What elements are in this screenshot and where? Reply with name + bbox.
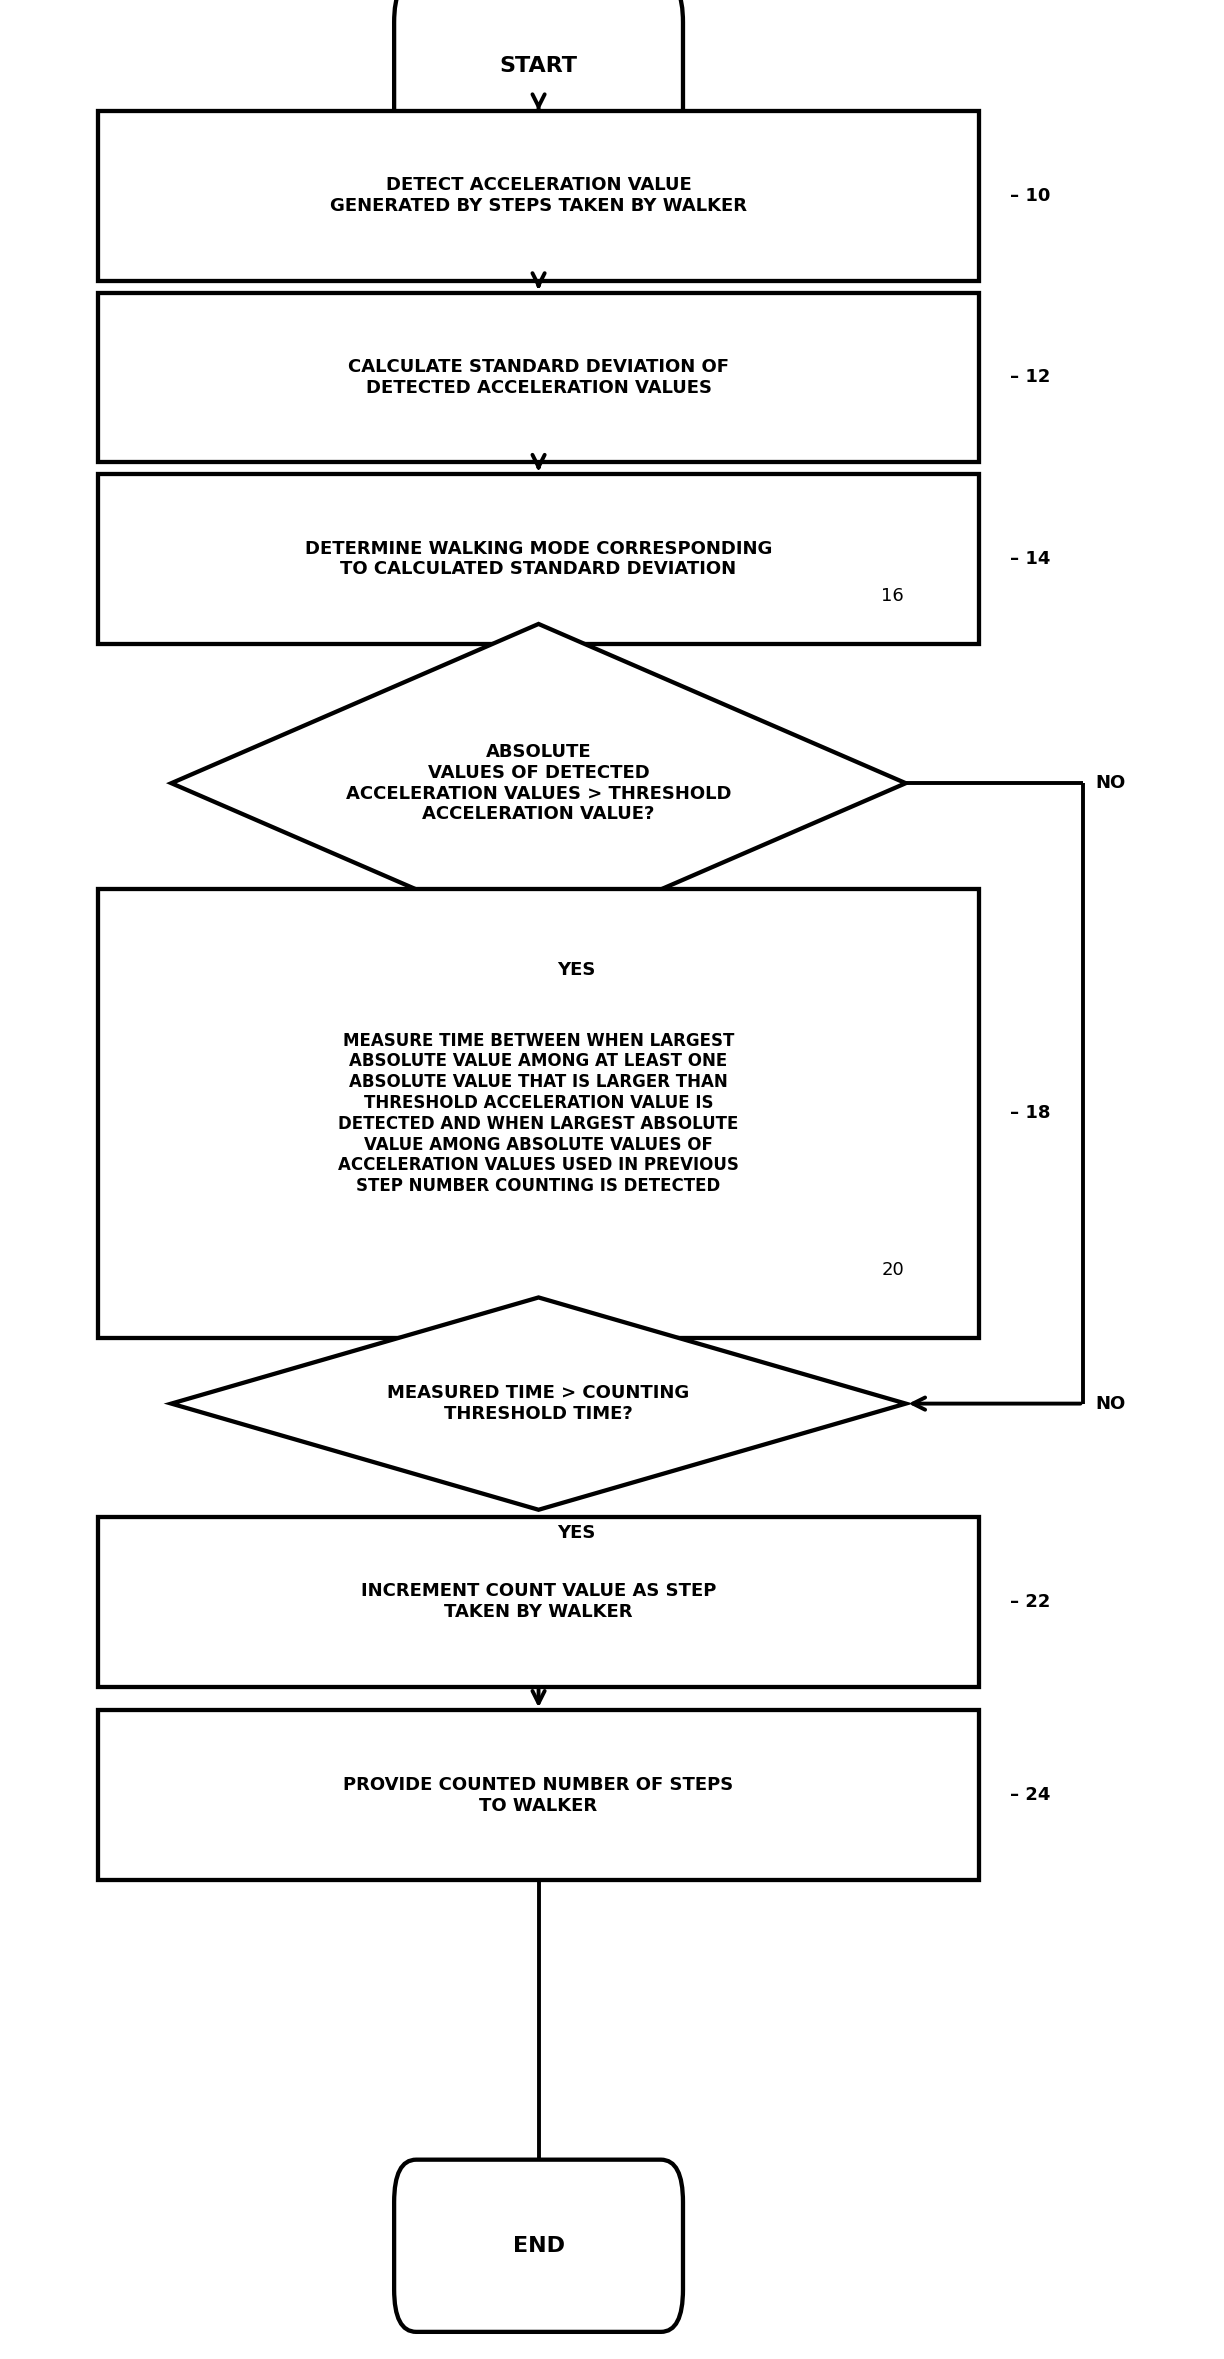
Text: PROVIDE COUNTED NUMBER OF STEPS
TO WALKER: PROVIDE COUNTED NUMBER OF STEPS TO WALKE… [344,1776,733,1814]
Text: NO: NO [1095,774,1126,793]
Bar [98,889,979,1338]
Text: ABSOLUTE
VALUES OF DETECTED
ACCELERATION VALUES > THRESHOLD
ACCELERATION VALUE?: ABSOLUTE VALUES OF DETECTED ACCELERATION… [346,743,731,823]
Text: START: START [499,57,578,75]
Text: – 12: – 12 [1010,368,1050,387]
Text: DETECT ACCELERATION VALUE
GENERATED BY STEPS TAKEN BY WALKER: DETECT ACCELERATION VALUE GENERATED BY S… [330,177,747,215]
Bar [98,1710,979,1880]
Text: 20: 20 [881,1260,905,1279]
FancyBboxPatch shape [394,0,683,151]
Text: YES: YES [557,962,595,979]
Text: YES: YES [557,1524,595,1543]
Text: – 18: – 18 [1010,1104,1050,1123]
Polygon shape [171,623,906,941]
FancyBboxPatch shape [394,2161,683,2331]
Text: 16: 16 [881,587,905,604]
Text: END: END [513,2236,564,2255]
Text: MEASURE TIME BETWEEN WHEN LARGEST
ABSOLUTE VALUE AMONG AT LEAST ONE
ABSOLUTE VAL: MEASURE TIME BETWEEN WHEN LARGEST ABSOLU… [338,1031,739,1196]
Text: NO: NO [1095,1394,1126,1413]
Text: – 14: – 14 [1010,550,1050,569]
Text: – 22: – 22 [1010,1592,1050,1611]
Text: MEASURED TIME > COUNTING
THRESHOLD TIME?: MEASURED TIME > COUNTING THRESHOLD TIME? [388,1385,689,1422]
Text: CALCULATE STANDARD DEVIATION OF
DETECTED ACCELERATION VALUES: CALCULATE STANDARD DEVIATION OF DETECTED… [348,359,730,396]
Text: – 24: – 24 [1010,1786,1050,1805]
Text: INCREMENT COUNT VALUE AS STEP
TAKEN BY WALKER: INCREMENT COUNT VALUE AS STEP TAKEN BY W… [361,1583,716,1621]
Polygon shape [171,1297,906,1510]
Bar [98,293,979,462]
Bar [98,1517,979,1687]
Bar [98,474,979,644]
Text: DETERMINE WALKING MODE CORRESPONDING
TO CALCULATED STANDARD DEVIATION: DETERMINE WALKING MODE CORRESPONDING TO … [305,540,772,578]
Bar [98,111,979,281]
Text: – 10: – 10 [1010,186,1050,205]
